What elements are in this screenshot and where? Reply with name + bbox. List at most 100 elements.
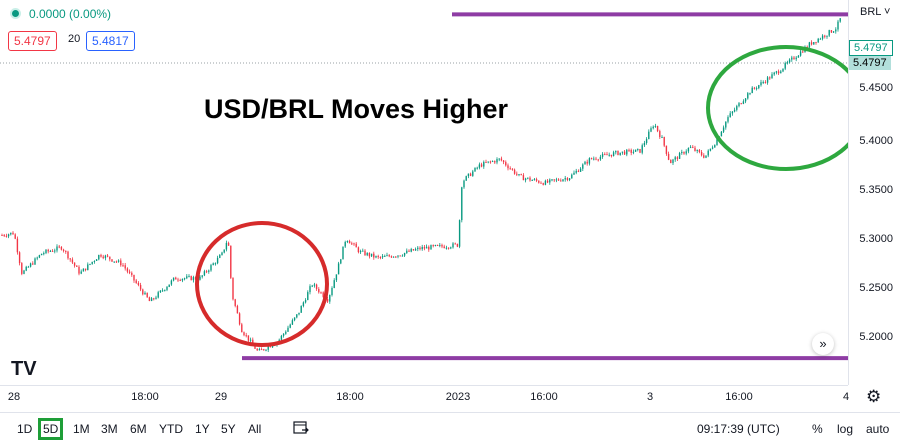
- candle-body: [826, 35, 828, 37]
- candle-body: [802, 51, 804, 53]
- candle-body: [667, 153, 670, 160]
- scroll-to-realtime-button[interactable]: »: [812, 333, 834, 355]
- candle-body: [337, 263, 340, 275]
- candle-body: [813, 42, 815, 45]
- candle-body: [302, 302, 305, 307]
- candle-body: [161, 290, 164, 292]
- bottom-toolbar: 1D 5D 1M 3M 6M YTD 1Y 5Y All 09:17:39 (U…: [0, 412, 900, 443]
- candle-body: [300, 306, 302, 313]
- candle-body: [320, 292, 322, 294]
- candle-body: [16, 238, 19, 253]
- candle-body: [29, 263, 32, 267]
- candle-body: [549, 179, 551, 183]
- chart-area[interactable]: [0, 0, 848, 385]
- candle-body: [58, 246, 60, 248]
- timeframe-all[interactable]: All: [248, 422, 262, 436]
- candle-body: [766, 77, 769, 83]
- candle-body: [694, 147, 696, 152]
- candle-body: [777, 71, 780, 74]
- candle-body: [98, 254, 100, 260]
- candle-body: [714, 145, 716, 148]
- change-value: 0.0000 (0.00%): [29, 6, 112, 21]
- candle-body: [608, 154, 610, 156]
- candle-body: [786, 62, 789, 64]
- price-chart[interactable]: [0, 0, 848, 385]
- candle-body: [199, 276, 201, 280]
- candle-body: [212, 263, 214, 266]
- candle-body: [824, 35, 826, 37]
- percent-toggle[interactable]: %: [812, 422, 823, 436]
- timeframe-1d[interactable]: 1D: [17, 422, 33, 436]
- candle-body: [241, 324, 243, 333]
- candle-body: [771, 74, 773, 79]
- tradingview-logo-icon[interactable]: TV: [11, 358, 37, 380]
- candle-body: [463, 180, 465, 188]
- candle-body: [584, 161, 586, 165]
- candle-body: [102, 256, 104, 259]
- candle-body: [223, 249, 225, 253]
- candle-body: [832, 31, 835, 33]
- log-toggle[interactable]: log: [837, 422, 854, 436]
- currency-selector[interactable]: BRL ˅: [860, 6, 891, 18]
- candle-body: [659, 131, 661, 138]
- candle-body: [230, 245, 232, 278]
- candle-body: [582, 164, 584, 169]
- candle-body: [557, 179, 560, 181]
- candle-body: [359, 250, 362, 253]
- candle-body: [287, 327, 289, 332]
- candle-body: [839, 18, 841, 22]
- timeframe-6m[interactable]: 6M: [130, 422, 147, 436]
- candle-body: [234, 299, 236, 306]
- candle-body: [45, 249, 47, 254]
- candle-body: [643, 142, 646, 146]
- candle-body: [21, 263, 23, 274]
- candle-body: [296, 314, 298, 318]
- auto-toggle[interactable]: auto: [866, 422, 890, 436]
- candle-body: [227, 242, 230, 246]
- candle-body: [837, 21, 839, 30]
- candle-body: [665, 145, 668, 154]
- candle-body: [7, 234, 10, 237]
- timeframe-5y[interactable]: 5Y: [221, 422, 236, 436]
- candle-body: [135, 280, 137, 283]
- gear-icon[interactable]: ⚙: [866, 387, 882, 406]
- date-range-icon[interactable]: [293, 419, 309, 438]
- timeframe-5d[interactable]: 5D: [38, 418, 64, 440]
- time-tick: 3: [646, 391, 654, 403]
- timeframe-1m[interactable]: 1M: [73, 422, 90, 436]
- candle-body: [511, 168, 514, 170]
- candle-body: [755, 88, 758, 90]
- candle-body: [835, 29, 837, 32]
- candle-body: [645, 139, 648, 143]
- candle-body: [38, 255, 41, 258]
- timeframe-3m[interactable]: 3M: [101, 422, 118, 436]
- timeframe-1y[interactable]: 1Y: [195, 422, 210, 436]
- time-axis[interactable]: 28 18:00 29 18:00 2023 16:00 3 16:00 4: [0, 385, 849, 408]
- candle-body: [678, 153, 681, 159]
- candle-body: [516, 173, 518, 175]
- ask-price-box[interactable]: 5.4817: [86, 31, 135, 51]
- candle-body: [104, 255, 107, 259]
- candle-body: [661, 137, 663, 139]
- timeframe-ytd[interactable]: YTD: [159, 422, 183, 436]
- candle-body: [122, 265, 124, 267]
- candle-body: [626, 149, 628, 155]
- candle-body: [346, 240, 349, 242]
- candle-body: [95, 259, 98, 261]
- candle-body: [758, 85, 760, 89]
- clock[interactable]: 09:17:39 (UTC): [697, 422, 780, 436]
- candle-body: [498, 158, 500, 160]
- candle-body: [469, 173, 472, 176]
- candle-body: [489, 161, 492, 163]
- candle-body: [322, 292, 324, 297]
- candle-body: [3, 235, 5, 237]
- candle-body: [280, 335, 283, 340]
- candle-body: [736, 106, 738, 110]
- candle-body: [454, 243, 456, 245]
- candle-body: [544, 180, 547, 185]
- candle-body: [764, 82, 767, 84]
- candle-body: [606, 154, 608, 156]
- candle-body: [106, 255, 109, 257]
- bid-price-box[interactable]: 5.4797: [8, 31, 57, 51]
- candle-body: [480, 164, 483, 167]
